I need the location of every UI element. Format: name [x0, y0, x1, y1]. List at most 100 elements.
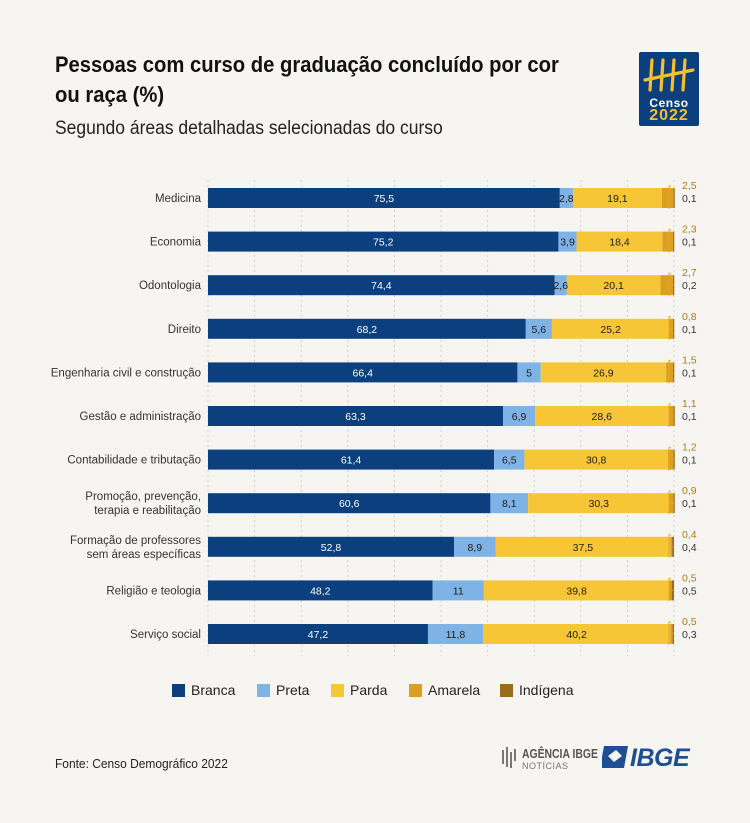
- data-label-branca: 48,2: [310, 585, 331, 597]
- legend-item-parda: Parda: [331, 681, 387, 699]
- legend-item-indigena: Indígena: [500, 681, 574, 699]
- category-label: sem áreas específicas: [87, 549, 202, 561]
- data-label-preta: 6,5: [502, 455, 517, 467]
- legend-swatch-branca: [172, 683, 185, 697]
- bar-segment-indigena: [673, 318, 675, 339]
- data-label-parda: 28,6: [592, 411, 613, 423]
- ibge-flag-icon: [600, 746, 628, 768]
- bar-segment-preta: [432, 580, 484, 601]
- bar-segment-branca: [208, 362, 518, 383]
- data-label-preta: 6,9: [512, 411, 527, 423]
- data-label-amarela: 1,1: [682, 398, 697, 410]
- legend-item-preta: Preta: [257, 681, 309, 699]
- bar-segment-indigena: [673, 449, 675, 470]
- bar-segment-branca: [208, 449, 495, 470]
- bar-segment-amarela: [660, 275, 674, 296]
- legend-swatch-preta: [257, 683, 270, 697]
- bar-segment-branca: [208, 580, 433, 601]
- data-label-branca: 66,4: [352, 367, 373, 379]
- data-label-indigena: 0,1: [682, 237, 697, 249]
- bar-segment-preta: [517, 362, 541, 383]
- bar-segment-indigena: [673, 362, 675, 383]
- bar-segment-preta: [454, 536, 496, 557]
- category-label: Serviço social: [130, 629, 201, 641]
- data-label-branca: 52,8: [321, 542, 342, 554]
- bar-segment-indigena: [673, 406, 675, 426]
- annotation-bracket: [668, 229, 671, 253]
- bar-segment-preta: [558, 231, 577, 252]
- bar-segment-preta: [494, 449, 525, 470]
- category-label: Direito: [168, 324, 201, 336]
- data-label-parda: 19,1: [607, 193, 628, 205]
- annotation-bracket: [668, 534, 671, 558]
- data-label-indigena: 0,1: [682, 411, 697, 423]
- data-label-parda: 20,1: [603, 280, 624, 292]
- bar-segment-preta: [427, 624, 483, 644]
- bar-segment-parda: [551, 318, 670, 339]
- data-label-amarela: 0,9: [682, 485, 697, 497]
- data-label-parda: 39,8: [566, 585, 587, 597]
- data-label-amarela: 0,4: [682, 529, 697, 541]
- data-label-parda: 18,4: [609, 237, 630, 249]
- bar-segment-branca: [208, 188, 560, 208]
- data-label-amarela: 0,5: [682, 616, 697, 628]
- data-label-amarela: 2,7: [682, 267, 697, 279]
- data-label-parda: 37,5: [573, 542, 594, 554]
- logo-text-2022: 2022: [649, 107, 689, 124]
- data-label-indigena: 0,5: [682, 585, 697, 597]
- bar-segment-branca: [208, 624, 428, 644]
- data-label-indigena: 0,2: [682, 280, 697, 292]
- legend-label-indigena: Indígena: [519, 682, 574, 698]
- data-label-amarela: 1,5: [682, 354, 697, 366]
- data-label-amarela: 2,5: [682, 180, 697, 192]
- annotation-bracket: [668, 185, 671, 209]
- agencia-ibge-icon: [502, 747, 516, 768]
- category-label: Engenharia civil e construção: [51, 367, 201, 379]
- data-label-preta: 2,8: [559, 193, 574, 205]
- data-label-preta: 5,6: [532, 324, 547, 336]
- data-label-parda: 30,8: [586, 455, 607, 467]
- bar-segment-amarela: [662, 231, 674, 252]
- bar-segment-parda: [576, 231, 663, 252]
- ibge-text: IBGE: [630, 744, 690, 772]
- legend-label-amarela: Amarela: [428, 682, 481, 698]
- data-label-branca: 60,6: [339, 498, 360, 510]
- data-label-amarela: 0,8: [682, 311, 697, 323]
- bar-segment-parda: [566, 275, 661, 296]
- data-label-indigena: 0,1: [682, 455, 697, 467]
- legend-label-preta: Preta: [276, 682, 310, 698]
- data-label-indigena: 0,1: [682, 498, 697, 510]
- legend-swatch-indigena: [500, 683, 513, 697]
- bar-segment-indigena: [673, 493, 675, 514]
- annotation-bracket: [668, 490, 671, 515]
- annotation-bracket: [668, 272, 671, 297]
- agencia-ibge-text: AGÊNCIA IBGE: [522, 746, 598, 761]
- chart-title: Pessoas com curso de graduação concluído…: [55, 52, 559, 107]
- annotation-bracket: [668, 403, 671, 427]
- annotation-bracket: [668, 447, 671, 471]
- category-label: Contabilidade e tributação: [67, 455, 201, 467]
- data-label-parda: 30,3: [589, 498, 610, 510]
- bar-segment-preta: [559, 188, 573, 208]
- ibge-logo: IBGE: [600, 742, 702, 774]
- bar-segment-indigena: [673, 231, 675, 252]
- category-label: Gestão e administração: [80, 411, 201, 423]
- bar-segment-amarela: [661, 188, 674, 208]
- bar-segment-indigena: [673, 188, 675, 208]
- data-label-preta: 8,1: [502, 498, 517, 510]
- category-label: terapia e reabilitação: [94, 505, 201, 517]
- bar-segment-branca: [208, 536, 455, 557]
- data-label-preta: 11: [453, 585, 464, 597]
- data-label-indigena: 0,1: [682, 193, 697, 205]
- legend-item-amarela: Amarela: [409, 681, 480, 699]
- data-label-preta: 5: [526, 367, 532, 379]
- data-label-amarela: 0,5: [682, 572, 697, 584]
- data-label-amarela: 1,2: [682, 442, 697, 454]
- data-label-preta: 11,8: [446, 629, 466, 641]
- category-label: Religião e teologia: [106, 585, 201, 597]
- bar-segment-parda: [535, 406, 669, 426]
- data-label-branca: 61,4: [341, 455, 362, 467]
- category-label: Odontologia: [139, 280, 202, 292]
- data-label-branca: 63,3: [345, 411, 366, 423]
- censo-2022-logo: Censo 2022: [639, 52, 699, 126]
